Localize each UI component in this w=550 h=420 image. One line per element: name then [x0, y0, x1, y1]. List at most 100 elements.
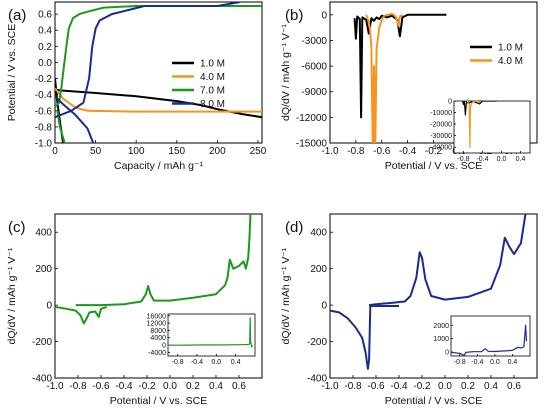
inset-x-tick-label: 0.0 [497, 156, 507, 163]
x-tick-label: 0.6 [507, 381, 521, 392]
inset-y-tick-label: 0 [448, 99, 452, 106]
x-tick-label: -1.0 [321, 381, 339, 392]
x-tick-label: -0.8 [344, 381, 362, 392]
legend-label: 1.0 M [200, 59, 225, 70]
y-tick-label: 200 [35, 264, 52, 275]
y-tick-label: -12000 [296, 113, 328, 124]
panel-label: (d) [285, 219, 303, 236]
x-tick-label: -0.6 [373, 146, 391, 157]
y-tick-label: -6000 [301, 62, 327, 73]
panel-label: (b) [285, 7, 303, 24]
y-tick-label: -200 [307, 337, 327, 348]
x-axis-label: Potential / V vs. SCE [110, 395, 207, 407]
inset-y-tick-label: -20000 [430, 122, 452, 129]
y-axis-label: dQ/dV / mAh g⁻¹ V⁻¹ [6, 247, 18, 344]
x-tick-label: 0 [52, 146, 58, 157]
inset-x-tick-label: 0.4 [231, 359, 241, 366]
x-tick-label: 0.6 [232, 381, 246, 392]
series-line-1-0-m [353, 13, 447, 119]
inset-plot-frame [453, 100, 531, 154]
x-tick-label: -0.2 [138, 381, 156, 392]
legend-label: 8.0 M [200, 99, 225, 110]
y-tick-label: 0 [46, 301, 52, 312]
panel-d: -1.0 -0.8 -0.6 -0.4 -0.2 0.0 0.2 0.4 0.6 -400 -200… [280, 213, 538, 407]
y-tick-label: -200 [32, 337, 52, 348]
x-axis-label: Potential / V vs. SCE [385, 395, 482, 407]
inset-y-tick-label: -40000 [430, 145, 452, 152]
inset-y-tick-label: 12000 [147, 321, 167, 328]
series-line-7-0-m-seg1 [75, 214, 252, 307]
series-line-4-0-m [466, 101, 482, 148]
y-tick-label: 400 [35, 228, 52, 239]
x-tick-label: 0.4 [209, 381, 223, 392]
inset-y-tick-label: 4000 [150, 335, 166, 342]
plot-frame [54, 1, 263, 144]
inset-y-tick-label: 1000 [433, 336, 449, 343]
series-line-8-0-m-seg0 [55, 2, 241, 119]
y-tick-label: -0.6 [35, 106, 53, 117]
inset-y-tick-label: 16000 [147, 313, 167, 320]
x-tick-label: 100 [128, 146, 145, 157]
x-tick-label: -0.6 [367, 381, 385, 392]
series-line-8-0-m [451, 324, 528, 356]
x-tick-label: -0.4 [399, 146, 417, 157]
x-tick-label: -0.2 [425, 146, 443, 157]
y-tick-label: 0 [321, 301, 327, 312]
series-line-4-0-m [55, 87, 262, 113]
legend: 1.0 M 4.0 M [470, 43, 523, 67]
x-axis-label: Potential / V vs. SCE [385, 160, 482, 172]
y-tick-label: 0.4 [38, 26, 52, 37]
y-tick-label: 0 [321, 10, 327, 21]
series-line-8-0-m-seg0 [330, 305, 399, 370]
y-tick-label: -400 [32, 374, 52, 385]
legend: 1.0 M 4.0 M 7.0 M 8.0 M [172, 59, 225, 110]
inset-plot: -0.8 -0.4 0.0 0.4 0 -10000 -20000 -30000 -40000 [430, 99, 531, 163]
inset-x-tick-label: 0.0 [490, 359, 500, 366]
inset-x-tick-label: -0.4 [471, 359, 483, 366]
inset-plot-frame [167, 313, 256, 357]
series-line-7-0-m [168, 317, 254, 348]
x-tick-label: -1.0 [321, 146, 339, 157]
inset-x-tick-label: -0.8 [172, 359, 184, 366]
series-line-7-0-m-seg0 [55, 5, 262, 108]
x-tick-label: 0.0 [438, 381, 452, 392]
inset-y-tick-label: 8000 [150, 328, 166, 335]
x-tick-label: -0.2 [413, 381, 431, 392]
panel-a: 0 50 100 150 200 250 -1.0 -0.8 -0.6 -0.4 -0.2 0.0 0.… [6, 1, 267, 172]
y-axis-label: Potential / V vs. SCE [6, 24, 18, 121]
x-tick-label: 200 [209, 146, 226, 157]
series-line-7-0-m-seg0 [55, 305, 108, 325]
x-tick-label: 0.0 [163, 381, 177, 392]
y-tick-label: -400 [307, 374, 327, 385]
inset-y-tick-label: -4000 [148, 350, 166, 357]
x-axis-label: Capacity / mAh g⁻¹ [114, 160, 203, 172]
y-tick-label: -9000 [301, 87, 327, 98]
inset-x-tick-label: 0.4 [516, 156, 526, 163]
x-tick-label: 0.4 [484, 381, 498, 392]
inset-y-tick-label: 0 [162, 343, 166, 350]
x-tick-label: -0.4 [115, 381, 133, 392]
inset-x-tick-label: -0.8 [454, 359, 466, 366]
y-tick-label: 0.6 [38, 10, 52, 21]
series-line-8-0-m-seg1 [368, 214, 527, 307]
x-tick-label: -0.8 [347, 146, 365, 157]
y-tick-label: 400 [310, 228, 327, 239]
y-tick-label: -0.8 [35, 122, 53, 133]
panel-label: (a) [8, 7, 26, 24]
x-tick-label: -0.6 [92, 381, 110, 392]
y-tick-label: -0.4 [35, 90, 53, 101]
legend-label: 4.0 M [200, 72, 225, 83]
y-axis-label: dQ/dV / mAh g⁻¹ V⁻¹ [280, 247, 292, 344]
series-line-1-0-m [462, 101, 497, 116]
inset-plot: -0.8 -0.4 0.0 0.4 0 1000 2000 [433, 315, 531, 366]
inset-x-tick-label: 0.0 [211, 359, 221, 366]
x-tick-label: 50 [90, 146, 102, 157]
inset-y-tick-label: -10000 [430, 110, 452, 117]
series-line-8-0-m-seg1 [55, 95, 95, 143]
y-tick-label: 200 [310, 264, 327, 275]
legend-label: 1.0 M [498, 43, 523, 54]
inset-x-tick-label: -0.4 [476, 156, 488, 163]
y-tick-label: 0.0 [38, 58, 52, 69]
